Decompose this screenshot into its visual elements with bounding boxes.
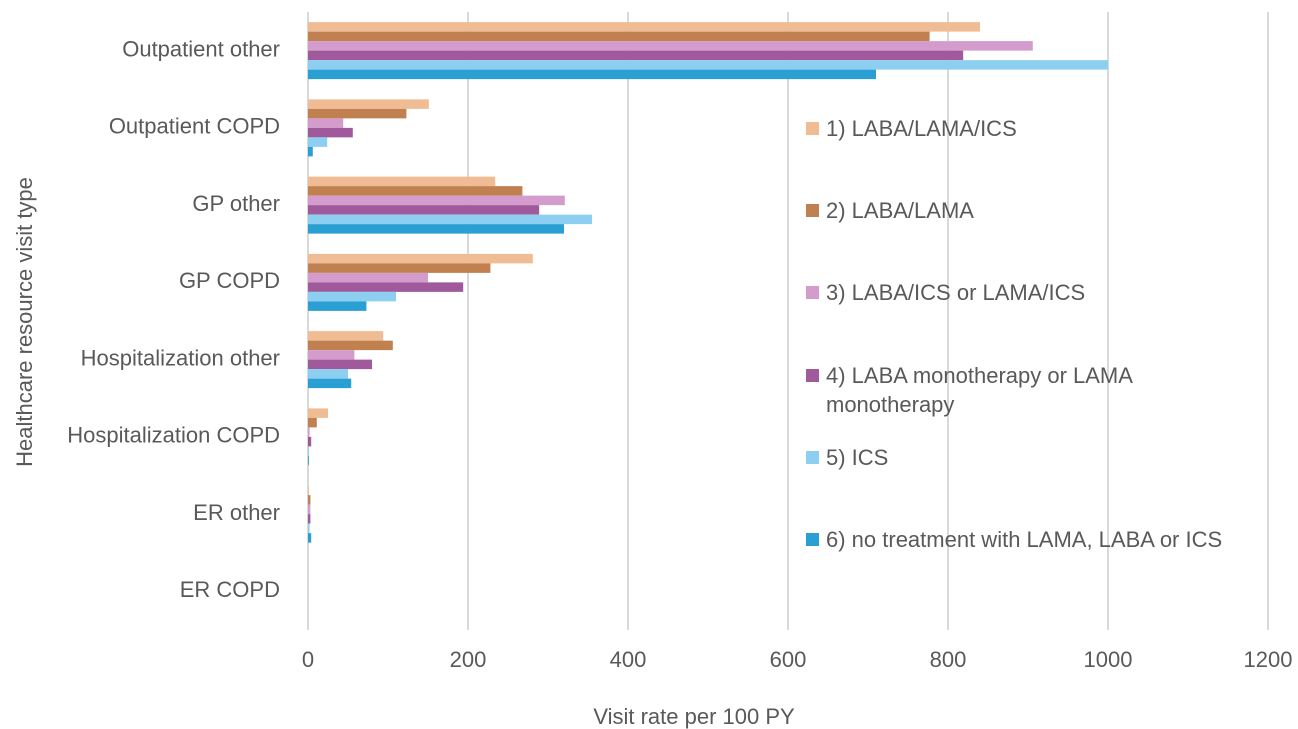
legend-swatch (806, 204, 819, 218)
bar (308, 195, 565, 206)
legend-label: 6) no treatment with LAMA, LABA or ICS (826, 527, 1223, 552)
bar (308, 350, 355, 360)
bar (308, 272, 428, 283)
bar (308, 504, 311, 515)
legend-item: 6) no treatment with LAMA, LABA or ICS (806, 525, 1222, 554)
bar (308, 378, 352, 389)
y-tick-label: ER COPD (180, 577, 280, 602)
bar (308, 359, 372, 370)
bar (308, 408, 328, 418)
bar (308, 291, 396, 302)
bar (308, 331, 384, 341)
bar (308, 50, 964, 61)
x-tick-label: 0 (302, 647, 314, 672)
x-tick-label: 200 (450, 647, 487, 672)
bar (308, 146, 313, 157)
legend-swatch (806, 533, 819, 546)
bar (308, 485, 309, 496)
legend-swatch (806, 286, 819, 300)
x-axis-label: Visit rate per 100 PY (593, 704, 795, 729)
y-tick-label: Outpatient other (122, 36, 280, 61)
x-tick-label: 1000 (1084, 647, 1133, 672)
bar (308, 99, 429, 109)
bar (308, 455, 309, 466)
y-tick-label: Hospitalization COPD (67, 423, 280, 448)
bar (308, 495, 311, 505)
x-tick-label: 1200 (1244, 647, 1293, 672)
bar (308, 301, 367, 311)
bar (308, 186, 523, 196)
bar (308, 137, 328, 147)
bar (308, 176, 496, 187)
y-tick-label: Hospitalization other (81, 345, 280, 370)
bar (308, 205, 540, 215)
bar (308, 31, 930, 42)
bar (308, 214, 592, 225)
bar (308, 69, 876, 80)
bar (308, 282, 464, 292)
legend-item: 3) LABA/ICS or LAMA/ICS (806, 278, 1085, 307)
bar (308, 108, 407, 119)
bar (308, 253, 533, 264)
bar (308, 514, 311, 524)
y-axis-label: Healthcare resource visit type (12, 177, 37, 467)
bar (308, 60, 1108, 70)
bar (308, 436, 312, 447)
legend-label: 4) LABA monotherapy or LAMA monotherapy (826, 362, 1132, 417)
x-tick-label: 600 (770, 647, 807, 672)
bar (308, 369, 348, 379)
x-tick-label: 400 (610, 647, 647, 672)
bar (308, 224, 564, 234)
y-tick-label: GP COPD (179, 268, 280, 293)
legend-item: 4) LABA monotherapy or LAMA monotherapy (806, 361, 1186, 419)
bar (308, 417, 317, 428)
legend-label: 1) LABA/LAMA/ICS (826, 116, 1017, 141)
bar (308, 523, 310, 534)
bar (308, 263, 491, 273)
bar (308, 127, 353, 138)
bar (308, 446, 309, 456)
bar (308, 41, 1033, 51)
legend-swatch (806, 450, 819, 464)
y-tick-label: ER other (193, 500, 280, 525)
legend-item: 5) ICS (806, 443, 888, 472)
y-tick-label: GP other (192, 191, 280, 216)
legend-item: 1) LABA/LAMA/ICS (806, 114, 1017, 143)
legend-label: 5) ICS (826, 444, 889, 470)
bar (308, 427, 310, 437)
legend-swatch (806, 368, 819, 382)
bar (308, 340, 393, 351)
y-tick-label: Outpatient COPD (109, 114, 280, 139)
legend-item: 2) LABA/LAMA (806, 196, 974, 225)
bar (308, 533, 312, 543)
legend-label: 2) LABA/LAMA (826, 198, 974, 224)
bar (308, 22, 980, 32)
x-tick-label: 800 (930, 647, 967, 672)
legend-label: 3) LABA/ICS or LAMA/ICS (826, 280, 1086, 306)
legend-swatch (806, 122, 819, 135)
bar (308, 118, 344, 128)
